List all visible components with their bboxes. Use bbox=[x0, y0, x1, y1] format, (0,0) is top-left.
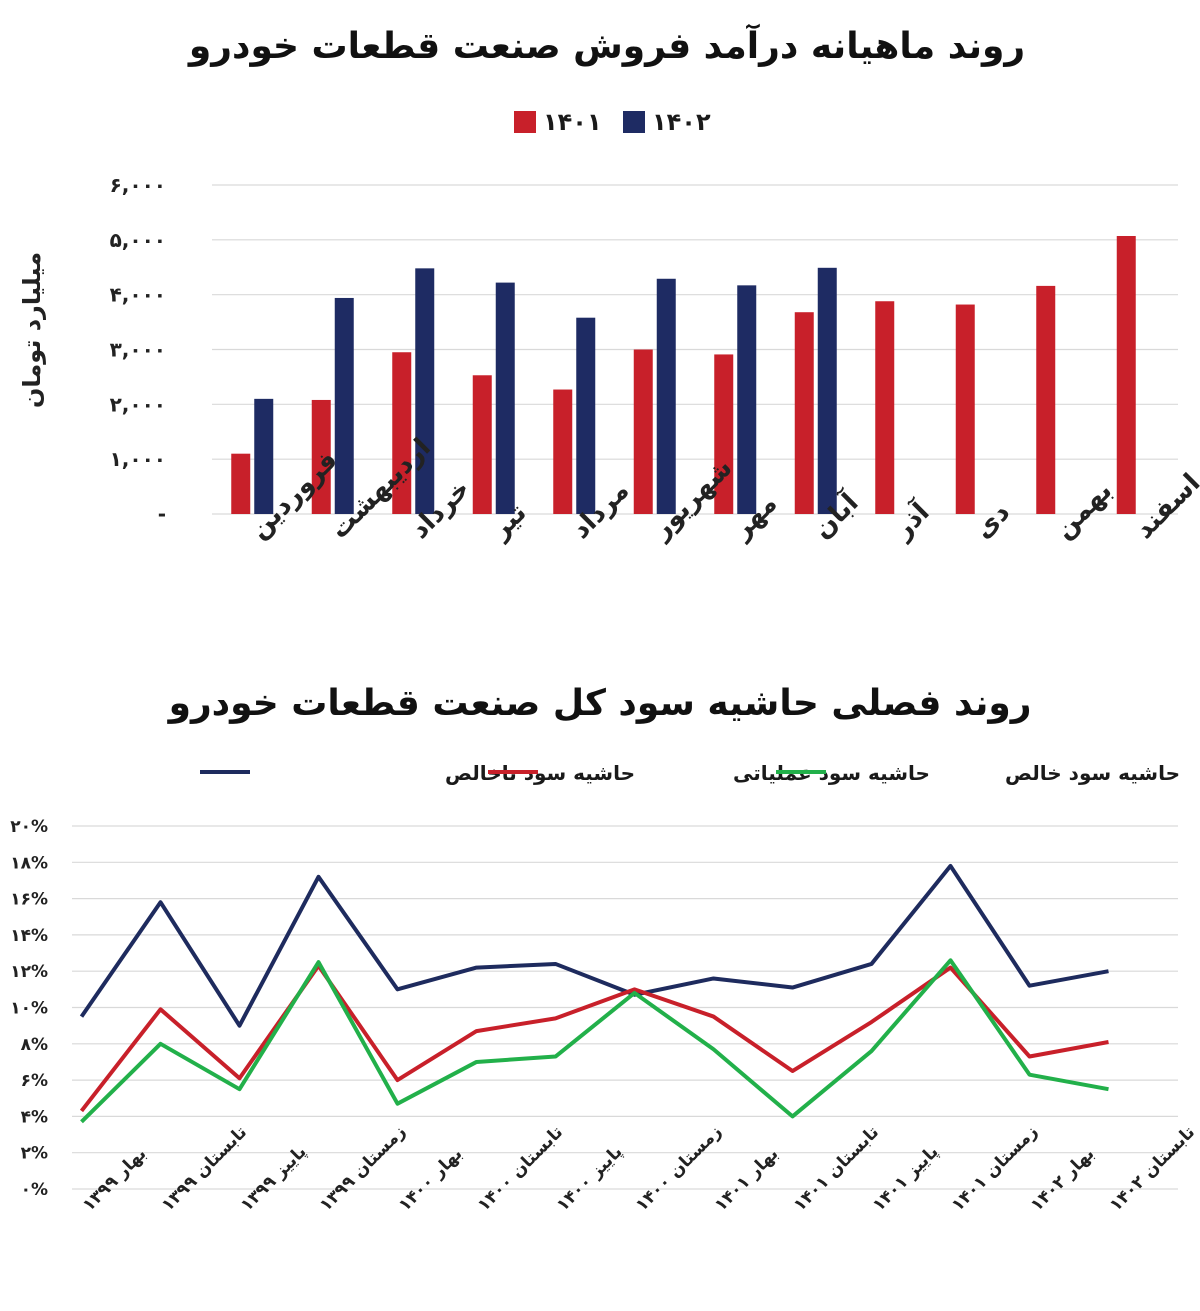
bar-chart-gridlines bbox=[212, 184, 1178, 515]
line-chart-series bbox=[79, 863, 1109, 1124]
bar bbox=[1116, 235, 1136, 514]
bar bbox=[714, 354, 734, 514]
x-tick-label: دی bbox=[968, 497, 1015, 544]
x-tick-label: بهار ۱۳۹۹ bbox=[79, 1144, 151, 1216]
x-tick-label: بهار ۱۴۰۰ bbox=[395, 1144, 467, 1216]
y-tick-label: ۴,۰۰۰ bbox=[110, 283, 166, 307]
bar bbox=[553, 389, 573, 514]
legend-swatch-1402 bbox=[623, 111, 645, 133]
bar bbox=[656, 278, 676, 514]
legend-label-1401: ۱۴۰۱ bbox=[543, 108, 602, 136]
legend-swatch-1401 bbox=[514, 111, 536, 133]
bar bbox=[495, 282, 515, 514]
line-chart-legend: حاشیه سود ناخالص حاشیه سود عملیاتی حاشیه… bbox=[200, 761, 1180, 785]
x-tick-label: آبان bbox=[806, 486, 865, 545]
x-tick-label: بهار ۱۴۰۱ bbox=[711, 1144, 783, 1216]
bar-chart-bars bbox=[231, 235, 1136, 514]
x-tick-label: اسفند bbox=[1129, 468, 1200, 545]
bar-chart-legend: ۱۴۰۱ ۱۴۰۲ bbox=[514, 108, 711, 136]
bar bbox=[633, 349, 653, 514]
bar bbox=[794, 312, 814, 514]
line-series-2 bbox=[80, 958, 1109, 1124]
y-tick-label: ۱۲% bbox=[10, 962, 48, 982]
y-tick-label: ۱۴% bbox=[10, 926, 48, 946]
y-tick-label: - bbox=[158, 502, 166, 526]
legend-label-operating: حاشیه سود عملیاتی bbox=[733, 761, 930, 785]
x-tick-label: تابستان ۱۴۰۲ bbox=[1106, 1122, 1199, 1215]
bar bbox=[875, 301, 895, 514]
bar bbox=[576, 317, 596, 514]
y-tick-label: ۱۶% bbox=[10, 890, 48, 910]
legend-label-1402: ۱۴۰۲ bbox=[652, 108, 711, 136]
line-series-0 bbox=[79, 863, 1109, 1028]
bar-chart-y-ticks: - ۱,۰۰۰ ۲,۰۰۰ ۳,۰۰۰ ۴,۰۰۰ ۵,۰۰۰ ۶,۰۰۰ bbox=[110, 173, 166, 526]
legend-label-net: حاشیه سود خالص bbox=[1005, 761, 1180, 785]
bar bbox=[817, 267, 837, 514]
bar-chart-title: روند ماهیانه درآمد فروش صنعت قطعات خودرو bbox=[187, 23, 1025, 67]
bar-chart-y-axis-label: میلیارد تومان bbox=[18, 252, 46, 408]
y-tick-label: ۳,۰۰۰ bbox=[110, 338, 166, 362]
y-tick-label: ۱۰% bbox=[10, 999, 48, 1019]
bar bbox=[737, 285, 757, 514]
legend-label-gross: حاشیه سود ناخالص bbox=[445, 761, 635, 785]
bar bbox=[392, 352, 412, 514]
y-tick-label: ۴% bbox=[21, 1107, 48, 1127]
y-tick-label: ۲% bbox=[21, 1144, 48, 1164]
bar bbox=[254, 398, 274, 514]
y-tick-label: ۸% bbox=[21, 1035, 48, 1055]
bar bbox=[311, 399, 331, 514]
y-tick-label: ۱,۰۰۰ bbox=[110, 447, 166, 471]
y-tick-label: ۰% bbox=[21, 1180, 48, 1200]
x-tick-label: بهمن bbox=[1049, 476, 1118, 545]
bar bbox=[472, 375, 492, 514]
y-tick-label: ۶,۰۰۰ bbox=[110, 173, 166, 197]
line-chart-title: روند فصلی حاشیه سود کل صنعت قطعات خودرو bbox=[167, 683, 1032, 724]
line-chart-y-ticks: ۰% ۲% ۴% ۶% ۸% ۱۰% ۱۲% ۱۴% ۱۶% ۱۸% ۲۰% bbox=[10, 817, 48, 1200]
y-tick-label: ۱۸% bbox=[10, 853, 48, 873]
y-tick-label: ۲,۰۰۰ bbox=[110, 392, 166, 416]
y-tick-label: ۲۰% bbox=[10, 817, 48, 837]
bar bbox=[1036, 285, 1056, 514]
y-tick-label: ۶% bbox=[21, 1071, 48, 1091]
bar bbox=[334, 297, 354, 514]
bar bbox=[231, 453, 251, 514]
x-tick-label: مهر bbox=[726, 489, 784, 547]
x-tick-label: بهار ۱۴۰۲ bbox=[1027, 1144, 1099, 1216]
bar bbox=[955, 304, 975, 514]
y-tick-label: ۵,۰۰۰ bbox=[110, 228, 166, 252]
bar bbox=[415, 268, 435, 514]
